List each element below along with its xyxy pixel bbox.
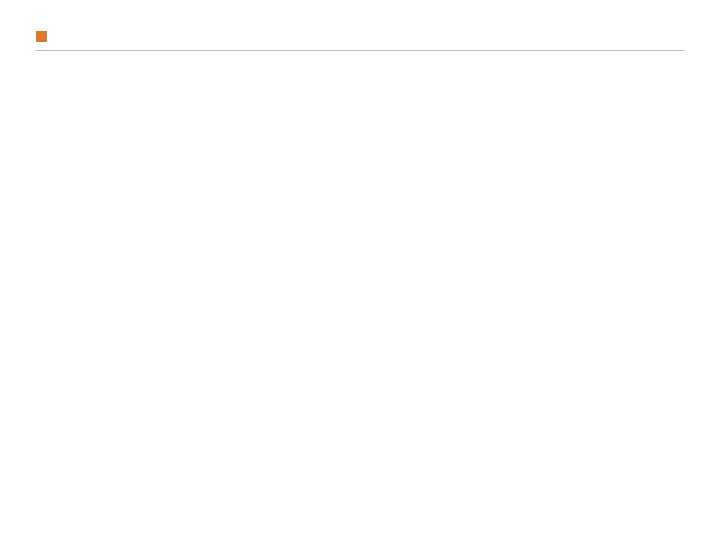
freq-panel-3 xyxy=(386,333,716,458)
time-svg-3 xyxy=(56,333,356,458)
figure-grid xyxy=(56,63,684,458)
time-svg-1 xyxy=(56,63,356,188)
time-panel-1 xyxy=(56,63,356,188)
bullet-square xyxy=(36,31,47,42)
title-row xyxy=(36,24,684,42)
freq-svg-3 xyxy=(386,333,716,458)
freq-svg-1 xyxy=(386,63,716,188)
time-panel-2 xyxy=(56,198,356,323)
time-panel-3 xyxy=(56,333,356,458)
freq-panel-1 xyxy=(386,63,716,188)
horizontal-rule xyxy=(36,50,684,51)
freq-panel-2 xyxy=(386,198,716,323)
time-svg-2 xyxy=(56,198,356,323)
freq-svg-2 xyxy=(386,198,716,323)
